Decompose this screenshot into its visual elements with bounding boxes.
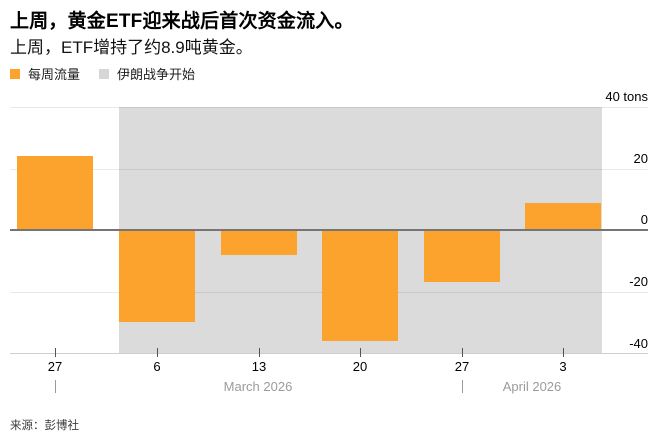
bar-6 xyxy=(119,230,195,322)
x-axis-tick-mark xyxy=(360,348,361,357)
source-note: 来源：彭博社 xyxy=(10,420,79,432)
bar-27 xyxy=(17,156,93,230)
x-axis-tick-mark xyxy=(259,348,260,357)
bar-13 xyxy=(221,230,297,255)
zero-baseline xyxy=(10,229,648,231)
x-axis-tick-mark xyxy=(563,348,564,357)
legend-swatch-iran-war-start-icon xyxy=(99,68,110,79)
month-divider-mark xyxy=(55,380,56,393)
bar-3 xyxy=(525,203,601,230)
x-axis-tick-label: 20 xyxy=(352,359,368,374)
x-axis-tick-mark xyxy=(55,348,56,357)
legend-label-weekly-flows: 每周流量 xyxy=(28,67,81,82)
x-axis-tick-label: 27 xyxy=(454,359,470,374)
legend-item-weekly-flows: 每周流量 xyxy=(10,64,80,83)
chart-subtitle: 上周，ETF增持了约8.9吨黄金。 xyxy=(10,38,253,57)
month-label: March 2026 xyxy=(223,379,293,394)
x-axis-line xyxy=(10,353,648,354)
x-axis-tick-mark xyxy=(157,348,158,357)
x-axis-tick-label: 3 xyxy=(559,359,567,374)
month-label: April 2026 xyxy=(502,379,562,394)
legend: 每周流量 伊朗战争开始 xyxy=(10,64,195,83)
y-axis-tick-label: 20 xyxy=(633,151,648,166)
y-axis-tick-label: -20 xyxy=(629,274,648,289)
x-axis-tick-label: 13 xyxy=(251,359,267,374)
legend-item-iran-war-start: 伊朗战争开始 xyxy=(99,64,195,83)
bar-27 xyxy=(424,230,500,282)
legend-label-iran-war-start: 伊朗战争开始 xyxy=(117,67,196,82)
x-axis-tick-label: 6 xyxy=(153,359,161,374)
gridline-20 xyxy=(10,169,648,170)
y-axis-tick-label: -40 xyxy=(629,336,648,351)
month-divider-mark xyxy=(462,380,463,393)
y-axis-tick-label: 40 tons xyxy=(605,89,648,104)
gridline-40 xyxy=(10,107,648,108)
legend-swatch-weekly-flows-icon xyxy=(10,68,20,79)
x-axis-tick-mark xyxy=(462,348,463,357)
x-axis-tick-label: 27 xyxy=(47,359,63,374)
y-axis-tick-label: 0 xyxy=(640,212,648,227)
bar-20 xyxy=(322,230,398,341)
chart-title: 上周，黄金ETF迎来战后首次资金流入。 xyxy=(10,11,354,32)
